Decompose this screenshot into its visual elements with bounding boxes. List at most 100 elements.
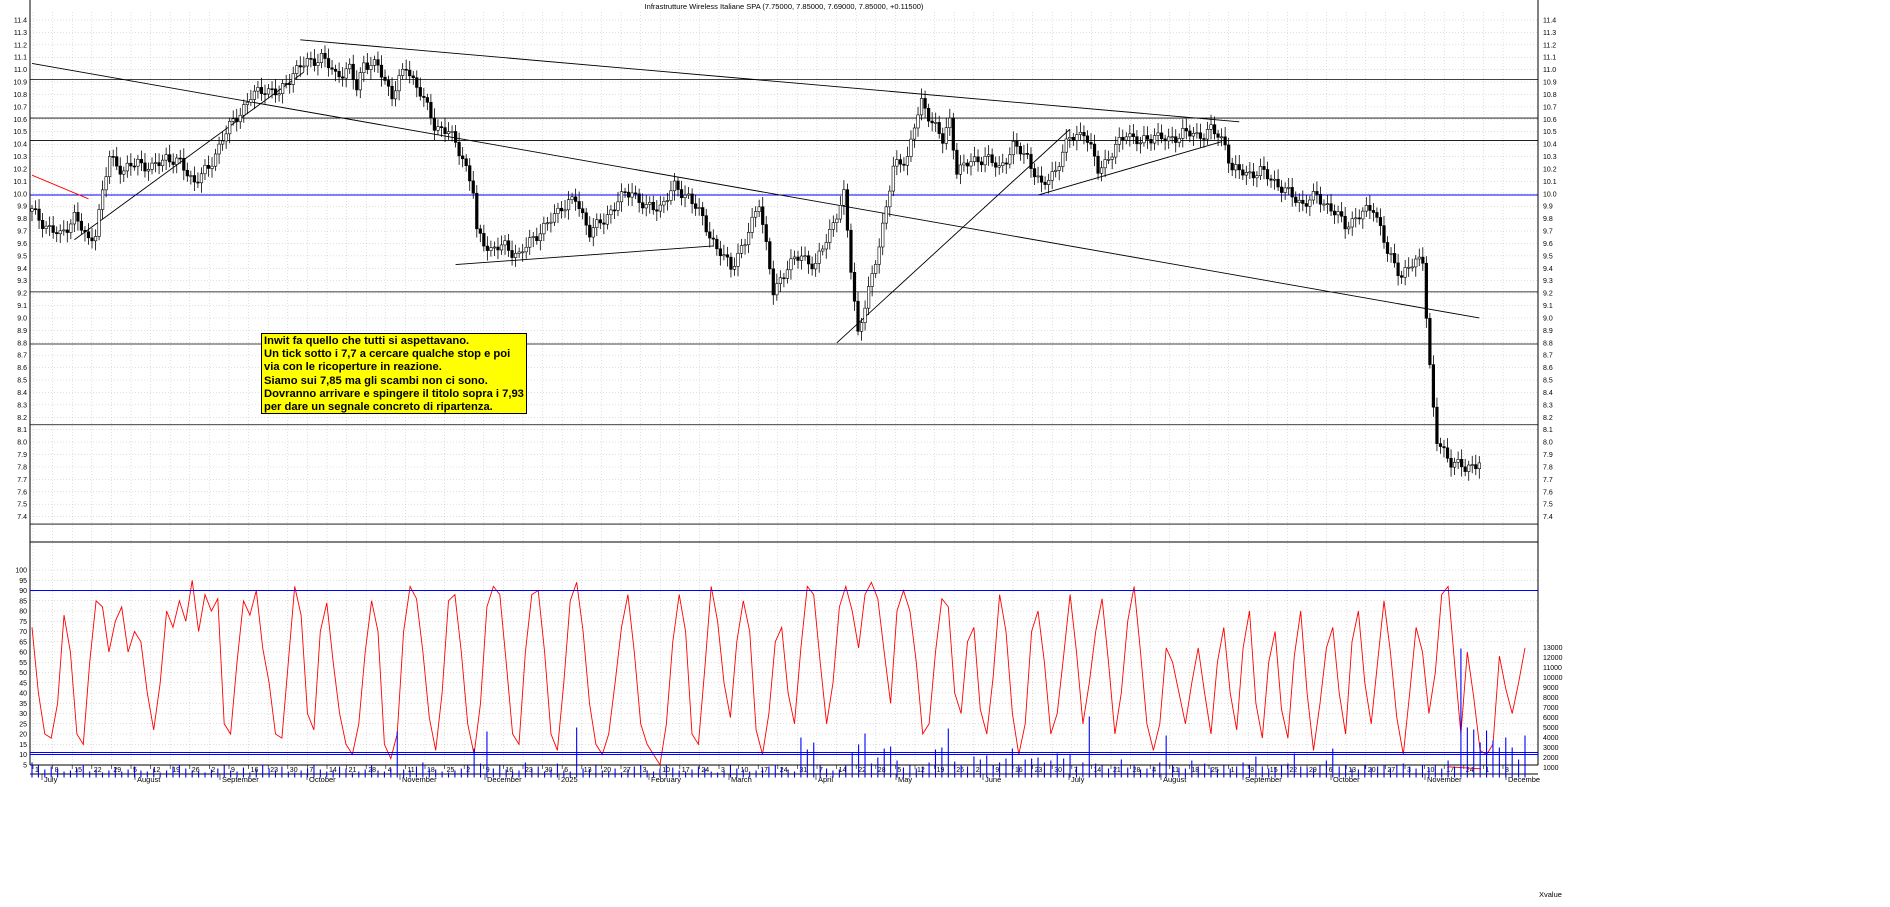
volume-tick-label: 10000	[1543, 675, 1563, 682]
candle-body	[1417, 256, 1421, 260]
price-tick-label-right: 8.9	[1543, 328, 1553, 335]
candle-body	[987, 154, 991, 157]
candle-body	[37, 208, 41, 221]
candle-body	[595, 219, 599, 228]
candle-body	[1244, 172, 1248, 176]
candle-body	[1050, 171, 1054, 181]
candle-body	[739, 245, 744, 254]
candle-body	[1301, 199, 1305, 204]
candle-body	[891, 165, 895, 192]
price-tick-label-left: 11.3	[14, 30, 27, 37]
candle-body	[997, 165, 1001, 168]
price-tick-label-left: 11.4	[14, 18, 27, 25]
candle-body	[379, 64, 384, 78]
price-tick-label-right: 11.4	[1543, 18, 1556, 25]
candle-body	[1304, 203, 1308, 207]
candle-body	[1064, 138, 1068, 153]
candle-body	[369, 65, 373, 70]
candle-body	[1068, 136, 1072, 140]
candle-body	[411, 75, 415, 79]
day-tick-label: 22	[94, 767, 102, 774]
candle-body	[213, 153, 218, 167]
candle-body	[1124, 136, 1128, 141]
candle-body	[1082, 131, 1086, 137]
oscillator-tick-label: 95	[19, 578, 27, 585]
candle-body	[1375, 212, 1379, 218]
oscillator-tick-label: 15	[19, 742, 27, 749]
price-tick-label-left: 7.5	[17, 502, 27, 509]
candle-body	[221, 140, 225, 145]
candle-body	[888, 190, 892, 208]
annotation-line: Un tick sotto i 7,7 a cercare qualche st…	[264, 348, 511, 361]
candle-body	[1110, 156, 1114, 160]
oscillator-tick-label: 80	[19, 609, 27, 616]
day-tick-label: 10	[1427, 767, 1435, 774]
candle-body	[1029, 154, 1033, 169]
day-tick-label: 1	[1485, 767, 1489, 774]
day-tick-label: 1	[35, 767, 39, 774]
month-label: September	[222, 775, 259, 784]
price-tick-label-left: 8.9	[17, 328, 27, 335]
candle-body	[1470, 464, 1474, 466]
candle-body	[65, 229, 69, 233]
candle-body	[514, 253, 518, 258]
candle-body	[1332, 210, 1337, 216]
trendline	[74, 71, 305, 241]
candle-body	[1364, 205, 1368, 212]
candle-body	[1389, 253, 1393, 255]
candle-body	[1223, 136, 1227, 146]
candle-body	[436, 126, 440, 131]
candle-body	[835, 218, 839, 223]
candle-body	[503, 240, 507, 246]
candle-body	[450, 131, 454, 133]
candle-body	[1431, 364, 1436, 408]
candle-body	[750, 216, 754, 233]
candle-body	[1403, 267, 1407, 278]
candle-body	[1128, 133, 1132, 138]
candle-body	[1392, 253, 1397, 264]
price-tick-label-left: 8.3	[17, 402, 27, 409]
candle-body	[348, 63, 352, 70]
candle-body	[86, 231, 91, 239]
candle-body	[775, 283, 779, 296]
candle-body	[1015, 141, 1019, 147]
candle-body	[1075, 134, 1079, 141]
trendline	[300, 39, 1240, 123]
candle-body	[863, 307, 867, 323]
candle-body	[1251, 171, 1255, 179]
candle-body	[1308, 199, 1312, 207]
day-tick-label: 17	[760, 767, 768, 774]
price-tick-label-left: 8.0	[17, 440, 27, 447]
candle-body	[259, 87, 264, 94]
volume-tick-label: 3000	[1543, 745, 1559, 752]
month-label: 2025	[561, 775, 578, 784]
candle-body	[874, 264, 878, 274]
candle-body	[761, 206, 765, 225]
candle-body	[132, 165, 136, 168]
month-label: September	[1245, 775, 1282, 784]
candle-body	[708, 231, 712, 239]
candle-body	[612, 209, 617, 212]
candle-body	[743, 244, 747, 247]
price-tick-label-right: 9.1	[1543, 303, 1553, 310]
candle-body	[895, 159, 899, 167]
candle-body	[785, 269, 790, 279]
candle-body	[1421, 256, 1425, 264]
candle-body	[535, 236, 539, 241]
candle-body	[51, 225, 55, 233]
candle-body	[1368, 205, 1372, 211]
candle-body	[1181, 128, 1185, 139]
candle-body	[196, 181, 200, 184]
candle-body	[365, 62, 369, 70]
candle-body	[842, 189, 846, 206]
oscillator-tick-label: 25	[19, 721, 27, 728]
candle-body	[722, 254, 726, 257]
candle-body	[651, 201, 655, 211]
trendline	[31, 63, 1480, 319]
candle-body	[224, 133, 228, 142]
oscillator-tick-label: 50	[19, 670, 27, 677]
candle-body	[302, 65, 306, 68]
candle-body	[129, 162, 133, 167]
candle-body	[1054, 170, 1058, 172]
